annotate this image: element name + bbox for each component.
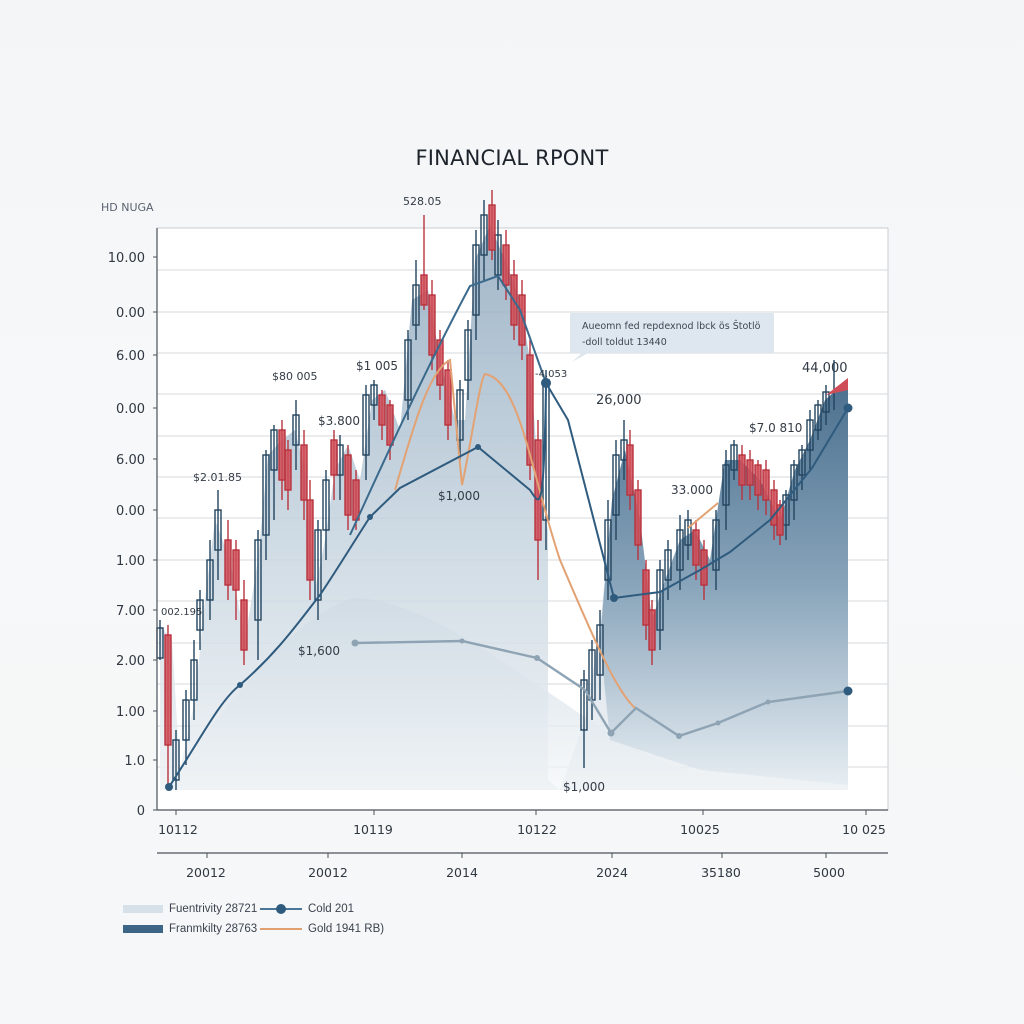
legend-label: Fuentrivity 28721 bbox=[169, 903, 258, 915]
label-mid-low: $1,000 bbox=[438, 489, 480, 503]
x-axis-primary: 10112 10119 10122 10025 10 025 bbox=[157, 809, 888, 837]
gold-line bbox=[394, 358, 636, 709]
legend-label: Cold 201 bbox=[308, 903, 355, 915]
annotation-callout: Aueomn fed repdexnod lbck ös Ŝtotlö -dol… bbox=[570, 313, 774, 362]
x-tick-primary-2: 10122 bbox=[517, 822, 557, 837]
chart-title: FINANCIAL RPONT bbox=[415, 146, 609, 170]
label-peak-2: $80 005 bbox=[272, 370, 318, 383]
label-26000: 26,000 bbox=[596, 393, 642, 408]
x-tick-primary-4: 10 025 bbox=[842, 822, 886, 837]
x-tick-primary-1: 10119 bbox=[353, 822, 393, 837]
x-tick-secondary-5: 5000 bbox=[813, 865, 845, 880]
y-tick-0: 10.00 bbox=[108, 251, 145, 266]
legend-item-gold[interactable]: Gold 1941 RB) bbox=[260, 921, 384, 937]
y-tick-4: 6.00 bbox=[116, 453, 145, 468]
label-peak-3: $1 005 bbox=[356, 359, 398, 373]
y-tick-8: 2.00 bbox=[116, 654, 145, 669]
x-tick-secondary-2: 2014 bbox=[446, 865, 478, 880]
label-bottom-1000: $1,000 bbox=[563, 780, 605, 794]
label-44000: 44,000 bbox=[802, 361, 848, 376]
y-tick-9: 1.00 bbox=[116, 705, 145, 720]
legend-item-cold[interactable]: Cold 201 bbox=[260, 901, 354, 917]
legend-item-franmkilty[interactable]: Franmkilty 28763 bbox=[123, 921, 257, 937]
x-tick-primary-0: 10112 bbox=[158, 822, 198, 837]
gray-line-markers bbox=[351, 638, 853, 739]
candlesticks bbox=[156, 190, 848, 790]
annotation-line-2: -doll toldut 13440 bbox=[582, 337, 667, 348]
label-peak-5: $2.01.85 bbox=[193, 471, 242, 484]
y-tick-10: 1.0 bbox=[124, 754, 145, 769]
y-tick-6: 1.00 bbox=[116, 554, 145, 569]
label-drop: -4.053 bbox=[535, 369, 567, 380]
label-33000: 33.000 bbox=[671, 483, 713, 497]
label-right-peak: $7.0 810 bbox=[749, 421, 802, 435]
trend-line-markers bbox=[165, 378, 853, 791]
y-tick-7: 7.00 bbox=[116, 604, 145, 619]
y-tick-5: 0.00 bbox=[116, 504, 145, 519]
gray-line bbox=[354, 639, 849, 738]
annotation-line-1: Aueomn fed repdexnod lbck ös Ŝtotlö bbox=[582, 320, 761, 332]
data-labels: 528.05 $80 005 $1 005 $3.800 $2.01.85 00… bbox=[161, 195, 848, 794]
right-dark-area-fill bbox=[600, 380, 848, 785]
x-tick-secondary-0: 20012 bbox=[186, 865, 226, 880]
x-tick-secondary-3: 2024 bbox=[596, 865, 628, 880]
x-tick-secondary-4: 35180 bbox=[701, 865, 741, 880]
y-tick-2: 6.00 bbox=[116, 349, 145, 364]
label-peak-1: 528.05 bbox=[403, 195, 442, 208]
x-tick-primary-3: 10025 bbox=[680, 822, 720, 837]
x-tick-secondary-1: 20012 bbox=[308, 865, 348, 880]
legend-swatch-light-icon bbox=[123, 905, 163, 913]
y-tick-1: 0.00 bbox=[116, 306, 145, 321]
y-axis-title: HD NUGA bbox=[101, 201, 154, 214]
legend-swatch-dark-icon bbox=[123, 925, 163, 933]
legend-label: Franmkilty 28763 bbox=[169, 923, 258, 935]
y-tick-3: 0.00 bbox=[116, 402, 145, 417]
legend-item-fuentrivity[interactable]: Fuentrivity 28721 bbox=[123, 901, 257, 917]
y-tick-11: 0 bbox=[137, 804, 145, 819]
legend-label: Gold 1941 RB) bbox=[308, 923, 385, 935]
x-axis-secondary: 20012 20012 2014 2024 35180 5000 bbox=[157, 852, 888, 880]
label-start: 002.195 bbox=[161, 607, 202, 618]
gold-line-segment-right bbox=[687, 502, 719, 529]
label-peak-4: $3.800 bbox=[318, 414, 360, 428]
trend-line-upper bbox=[349, 274, 547, 536]
legend-line-icon bbox=[260, 928, 302, 930]
legend-line-dot-icon bbox=[260, 904, 302, 914]
trend-line bbox=[168, 379, 849, 788]
y-axis: 10.00 0.00 6.00 0.00 6.00 0.00 1.00 7.00… bbox=[108, 228, 158, 819]
label-1600: $1,600 bbox=[298, 644, 340, 658]
